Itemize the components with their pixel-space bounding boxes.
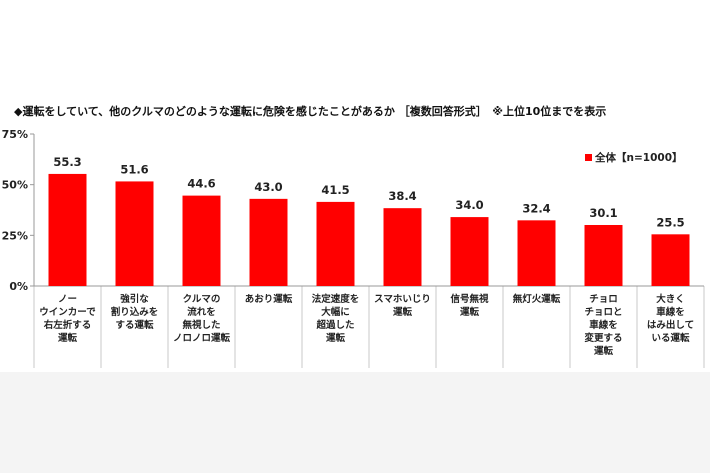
- category-label: いる運転: [651, 332, 690, 344]
- data-label: 43.0: [254, 180, 282, 194]
- category-label: 法定速度を: [312, 293, 360, 305]
- y-tick-label: 75%: [2, 128, 28, 141]
- legend-swatch: [585, 154, 592, 161]
- data-label: 51.6: [120, 162, 148, 176]
- category-label: 無視した: [182, 319, 220, 331]
- bar: [450, 217, 489, 286]
- chart-title: ◆運転をしていて、他のクルマのどのような運転に危険を感じたことがあるか ［複数回…: [14, 105, 607, 118]
- category-label: 運転: [326, 332, 346, 344]
- data-label: 38.4: [388, 189, 416, 203]
- y-tick-label: 0%: [9, 280, 28, 293]
- category-label: 運転: [393, 306, 413, 318]
- category-label: ノー: [58, 294, 77, 305]
- category-label: ノロノロ運転: [173, 332, 231, 344]
- data-label: 30.1: [589, 206, 617, 220]
- data-label: 25.5: [656, 215, 684, 229]
- data-label: 44.6: [187, 177, 215, 191]
- category-label: 運転: [58, 332, 78, 344]
- y-tick-label: 50%: [2, 179, 28, 192]
- category-label: チョロと: [584, 307, 622, 318]
- category-label: 信号無視: [450, 293, 489, 305]
- category-label: 車線を: [589, 319, 618, 331]
- category-label: チョロ: [589, 294, 618, 305]
- category-label: 超過した: [315, 319, 354, 331]
- bar: [316, 201, 355, 286]
- data-label: 41.5: [321, 183, 349, 197]
- category-label: スマホいじり: [374, 294, 431, 305]
- bar: [517, 220, 556, 286]
- bar: [48, 173, 87, 286]
- category-label: 変更する: [584, 332, 622, 344]
- bottom-band: [0, 372, 710, 473]
- category-label: 大幅に: [321, 306, 350, 318]
- category-label: はみ出して: [647, 319, 694, 331]
- category-label: 流れを: [187, 306, 216, 318]
- bar: [584, 224, 623, 286]
- data-label: 55.3: [53, 155, 81, 169]
- data-label: 32.4: [522, 201, 550, 215]
- category-label: 右左折する: [43, 319, 92, 331]
- category-label: クルマの: [183, 294, 221, 305]
- top-band: [0, 0, 710, 95]
- bar: [651, 234, 690, 286]
- bar: [115, 181, 154, 286]
- data-label: 34.0: [455, 198, 483, 212]
- category-label: 車線を: [656, 306, 685, 318]
- category-label: あおり運転: [245, 293, 293, 305]
- category-label: 強引な: [120, 293, 149, 305]
- legend-label: 全体【n=1000】: [595, 152, 683, 164]
- category-label: 割り込みを: [111, 306, 159, 318]
- category-label: ウインカーで: [39, 307, 96, 318]
- category-label: する運転: [115, 319, 154, 331]
- y-tick-label: 25%: [2, 229, 28, 242]
- category-label: 運転: [460, 306, 480, 318]
- bar: [182, 195, 221, 286]
- category-label: 運転: [594, 345, 614, 357]
- bar: [249, 198, 288, 286]
- category-label: 大きく: [656, 293, 685, 305]
- category-label: 無灯火運転: [513, 293, 561, 305]
- bar: [383, 208, 422, 286]
- legend: 全体【n=1000】: [585, 150, 683, 165]
